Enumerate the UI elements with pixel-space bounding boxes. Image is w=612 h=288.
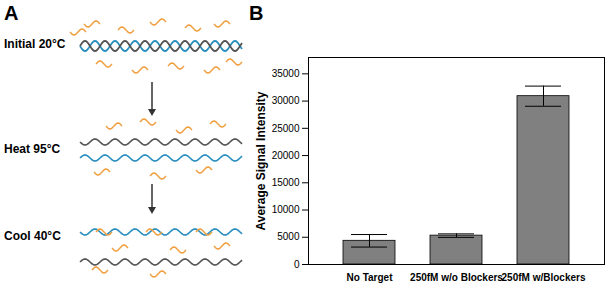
svg-text:35000: 35000 xyxy=(272,68,300,79)
svg-text:Cool 40°C: Cool 40°C xyxy=(4,229,61,243)
html-text:B: B xyxy=(249,2,264,24)
svg-text:250fM w/Blockers: 250fM w/Blockers xyxy=(502,272,586,283)
svg-text:30000: 30000 xyxy=(272,95,300,106)
svg-text:0: 0 xyxy=(294,259,300,270)
svg-text:20000: 20000 xyxy=(272,150,300,161)
svg-text:Initial 20°C: Initial 20°C xyxy=(4,37,66,51)
svg-text:25000: 25000 xyxy=(272,123,300,134)
svg-text:No Target: No Target xyxy=(347,272,394,283)
svg-text:Average Signal Intensity: Average Signal Intensity xyxy=(254,91,268,230)
svg-text:5000: 5000 xyxy=(277,231,300,242)
svg-text:15000: 15000 xyxy=(272,177,300,188)
svg-text:10000: 10000 xyxy=(272,204,300,215)
svg-text:250fM w/o Blockers: 250fM w/o Blockers xyxy=(410,272,503,283)
svg-text:Heat 95°C: Heat 95°C xyxy=(4,142,60,156)
html-text:A: A xyxy=(4,2,19,24)
